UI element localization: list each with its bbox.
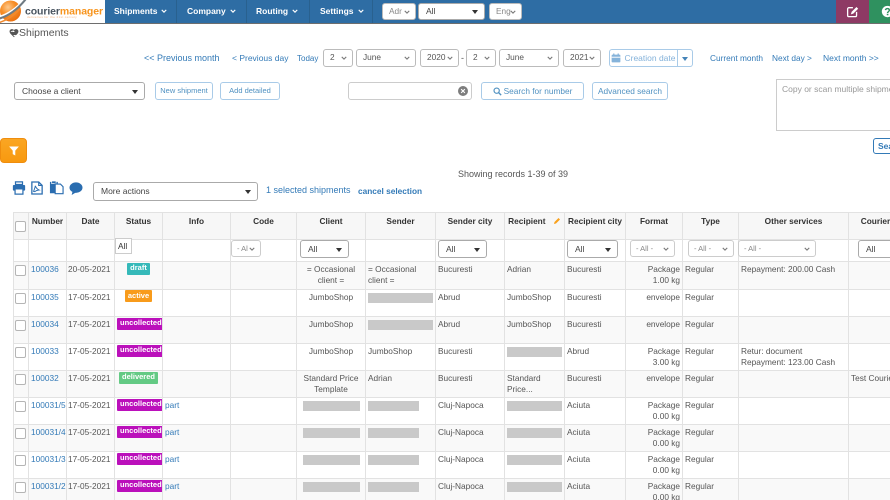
svg-text:deliveries for the 21st centur: deliveries for the 21st century: [27, 15, 77, 19]
svg-text:couriermanager: couriermanager: [25, 6, 103, 18]
